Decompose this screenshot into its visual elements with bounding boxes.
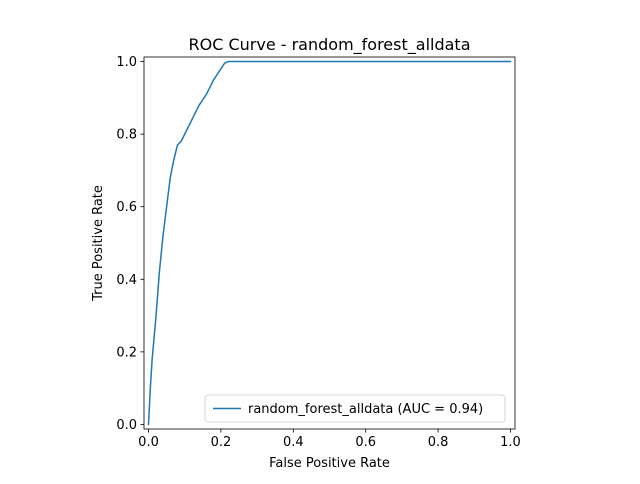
- x-tick-label: 0.8: [428, 435, 449, 450]
- y-tick-label: 1.0: [116, 55, 137, 70]
- x-axis-label: False Positive Rate: [269, 456, 390, 471]
- y-tick-label: 0.2: [116, 345, 137, 360]
- x-tick-label: 1.0: [500, 435, 521, 450]
- y-tick-label: 0.8: [116, 128, 137, 143]
- y-tick-label: 0.6: [116, 200, 137, 215]
- chart-title: ROC Curve - random_forest_alldata: [188, 35, 470, 55]
- roc-curve-line: [147, 60, 512, 426]
- y-tick-label: 0.4: [116, 273, 137, 288]
- legend: random_forest_alldata (AUC = 0.94): [204, 394, 506, 423]
- axes: 0.0 0.2 0.4 0.6 0.8 1.0 0.0 0.2 0.4 0.6 0.8 1.0: [116, 55, 521, 450]
- plot-area: [147, 60, 512, 426]
- y-axis-label: True Positive Rate: [91, 185, 106, 302]
- x-tick-label: 0.2: [211, 435, 232, 450]
- x-tick-label: 0.4: [283, 435, 304, 450]
- legend-label: random_forest_alldata (AUC = 0.94): [248, 402, 483, 417]
- x-tick-label: 0.6: [355, 435, 376, 450]
- axes-frame: [143, 56, 516, 430]
- legend-frame: [204, 394, 506, 423]
- y-tick-label: 0.0: [116, 418, 137, 433]
- x-tick-label: 0.0: [138, 435, 159, 450]
